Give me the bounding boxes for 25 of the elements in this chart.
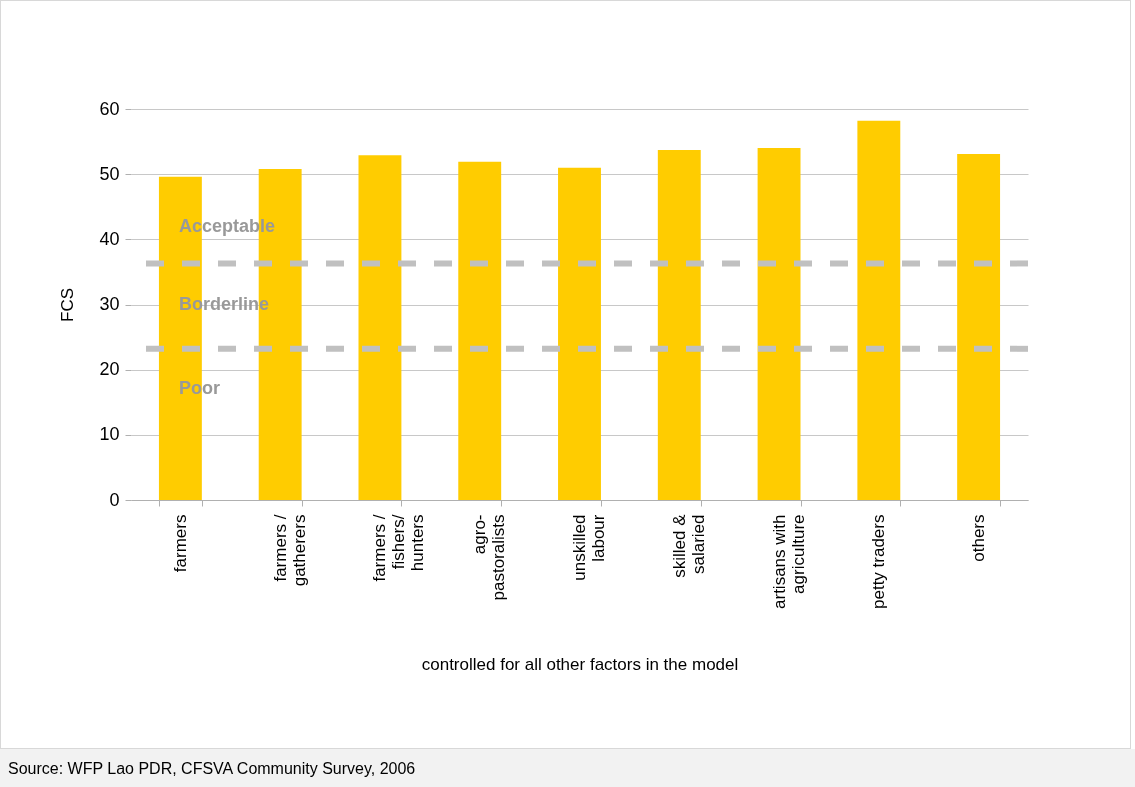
x-tick-label: unskilled labour bbox=[570, 514, 608, 581]
x-tick-label: petty traders bbox=[869, 514, 889, 609]
x-tick-label: artisans with agriculture bbox=[769, 514, 808, 609]
y-tick-label: 20 bbox=[99, 359, 120, 380]
x-axis-title: controlled for all other factors in the model bbox=[421, 654, 739, 674]
y-tick-label: 60 bbox=[99, 98, 120, 119]
bar bbox=[857, 120, 901, 500]
x-tick-label: skilled & salaried bbox=[669, 513, 708, 578]
x-tick-label: others bbox=[969, 514, 989, 562]
y-tick-label: 40 bbox=[99, 228, 120, 249]
bar bbox=[957, 153, 1001, 500]
bar bbox=[757, 148, 801, 500]
x-tick-label: farmers / gatherers bbox=[270, 514, 309, 587]
y-tick-label: 50 bbox=[99, 163, 120, 184]
bar bbox=[657, 150, 701, 500]
y-axis-title: FCS bbox=[58, 288, 78, 322]
bar bbox=[358, 155, 402, 500]
source-note: Source: WFP Lao PDR, CFSVA Community Survey, 2006 bbox=[0, 749, 1135, 787]
y-tick-label: 0 bbox=[109, 489, 120, 510]
y-tick-label: 30 bbox=[99, 294, 120, 314]
bar bbox=[458, 161, 502, 500]
bar bbox=[558, 167, 601, 500]
x-tick-label: farmers / fishers/ hunters bbox=[370, 514, 428, 582]
y-tick-label: 10 bbox=[99, 424, 120, 445]
x-tick-label: farmers bbox=[170, 514, 190, 573]
